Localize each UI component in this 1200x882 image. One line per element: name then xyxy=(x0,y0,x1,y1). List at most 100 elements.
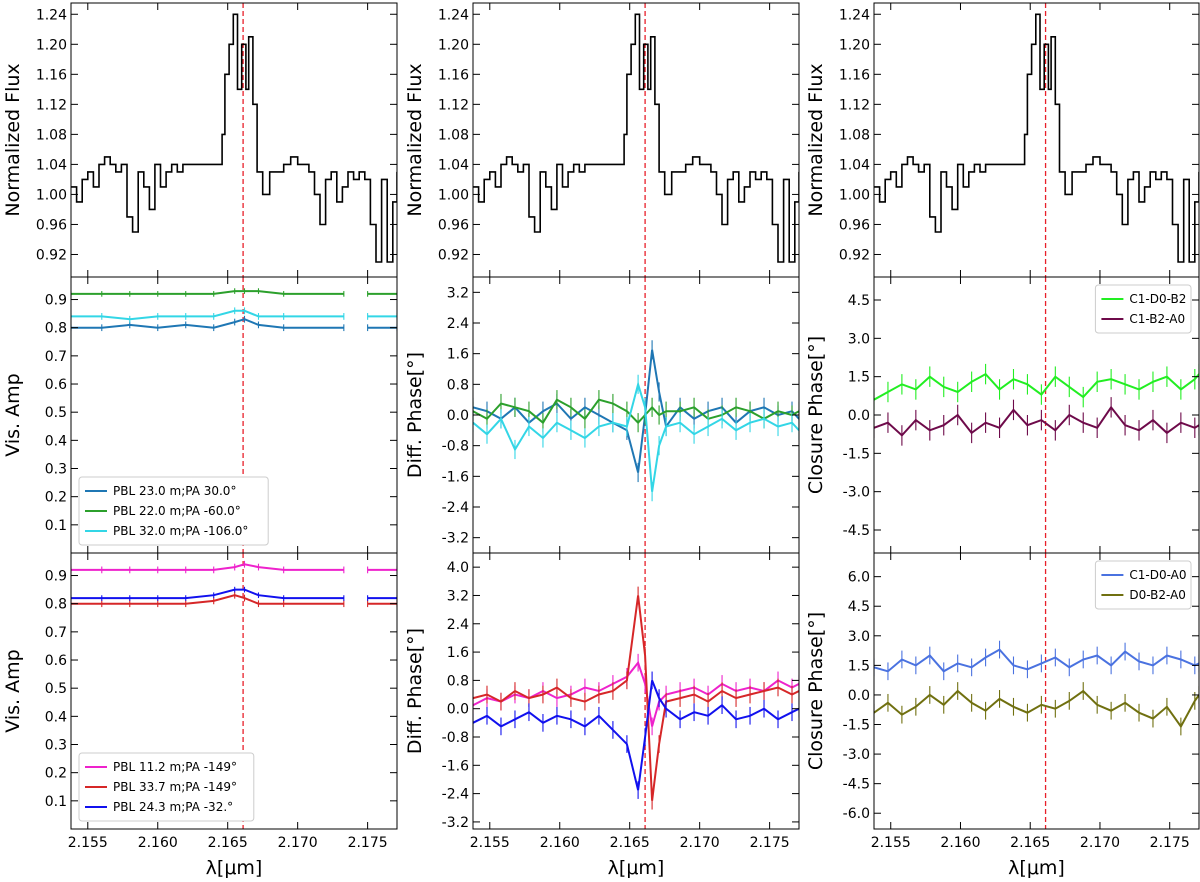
series-line xyxy=(71,588,344,600)
plot-area xyxy=(473,553,799,829)
y-tick-label: 1.04 xyxy=(438,157,469,173)
series-pbl-22-0-m-pa-60-0- xyxy=(71,288,397,297)
x-tick-label: 2.165 xyxy=(1010,835,1050,851)
axes-frame xyxy=(873,552,1200,830)
y-tick-label: 0.0 xyxy=(447,408,469,424)
y-tick-label: 0.8 xyxy=(447,673,469,689)
series-line xyxy=(874,13,1199,263)
y-axis-label: Closure Phase[°] xyxy=(805,336,827,494)
x-tick-label: 2.175 xyxy=(348,835,388,851)
panel-flux-3: 0.92 0.96 1.00 1.04 1.08 1.12 1.16 1.20 1.24 Norm… xyxy=(805,2,1200,278)
plot-area xyxy=(874,3,1199,277)
series-line xyxy=(71,563,344,571)
y-axis-label: Normalized Flux xyxy=(404,63,426,216)
legend-label: C1-D0-A0 xyxy=(1129,568,1186,582)
legend-label: D0-B2-A0 xyxy=(1129,588,1186,602)
series-line xyxy=(71,318,344,329)
y-tick-label: 0.8 xyxy=(45,321,67,337)
panel-closure-2: 2.155 2.160 2.165 2.170 2.175 -6.0 -4.5 -3.0 -1.… xyxy=(805,552,1200,879)
y-tick-label: 1.5 xyxy=(848,370,870,386)
legend-frame xyxy=(1094,284,1192,334)
y-tick-label: 0.4 xyxy=(45,709,67,725)
x-tick-label: 2.165 xyxy=(610,835,650,851)
y-tick-label: 0.0 xyxy=(848,408,870,424)
y-tick-label: 0.1 xyxy=(45,794,67,810)
y-tick-label: 1.6 xyxy=(447,347,469,363)
x-axis-label: λ[μm] xyxy=(206,857,263,879)
y-tick-label: 4.5 xyxy=(848,293,870,309)
x-tick-label: 2.170 xyxy=(1080,835,1120,851)
y-tick-label: 0.7 xyxy=(45,349,67,365)
y-axis-label: Diff. Phase[°] xyxy=(404,352,426,478)
y-tick-label: 4.0 xyxy=(447,560,469,576)
y-tick-label: 1.04 xyxy=(839,157,870,173)
series-line xyxy=(71,290,344,295)
plot-area xyxy=(71,3,397,277)
y-tick-label: 2.4 xyxy=(447,316,469,332)
y-tick-label: -0.8 xyxy=(442,439,469,455)
plot-area xyxy=(473,277,799,553)
y-tick-label: 1.08 xyxy=(438,127,469,143)
y-tick-label: 1.24 xyxy=(36,7,67,23)
legend-label: PBL 22.0 m;PA -60.0° xyxy=(113,504,241,518)
y-tick-label: 0.1 xyxy=(45,518,67,534)
y-tick-label: 0.3 xyxy=(45,738,67,754)
y-tick-label: 0.9 xyxy=(45,293,67,309)
series-c1-d0-b2 xyxy=(874,363,1199,410)
y-tick-label: 1.16 xyxy=(839,67,870,83)
y-tick-label: 1.5 xyxy=(848,658,870,674)
y-tick-label: -1.5 xyxy=(843,446,870,462)
x-tick-label: 2.170 xyxy=(680,835,720,851)
y-tick-label: 2.4 xyxy=(447,617,469,633)
x-tick-label: 2.155 xyxy=(871,835,911,851)
y-tick-label: -4.5 xyxy=(843,777,870,793)
y-axis-label: Normalized Flux xyxy=(2,63,24,216)
panel-flux-1: 0.92 0.96 1.00 1.04 1.08 1.12 1.16 1.20 1.24 Norm… xyxy=(2,2,398,278)
series-c1-d0-a0 xyxy=(874,640,1199,681)
panel-closure-1: -4.5 -3.0 -1.5 0.0 1.5 3.0 4.5 Closure Phase[°]… xyxy=(805,276,1200,554)
y-axis-label: Normalized Flux xyxy=(805,63,827,216)
legend-label: PBL 33.7 m;PA -149° xyxy=(113,780,237,794)
y-tick-label: -2.4 xyxy=(442,787,469,803)
legend-label: C1-D0-B2 xyxy=(1129,292,1186,306)
x-axis-label: λ[μm] xyxy=(608,857,665,879)
y-tick-label: 1.20 xyxy=(36,37,67,53)
y-tick-label: 0.0 xyxy=(447,702,469,718)
y-tick-label: 0.96 xyxy=(839,217,870,233)
y-tick-label: 1.12 xyxy=(36,97,67,113)
x-axis-label: λ[μm] xyxy=(1008,857,1065,879)
y-tick-label: -2.4 xyxy=(442,500,469,516)
axes-frame xyxy=(472,552,800,830)
legend-label: C1-B2-A0 xyxy=(1129,312,1185,326)
plot-area xyxy=(874,553,1199,829)
series-flux xyxy=(71,13,397,263)
y-tick-label: 3.2 xyxy=(447,285,469,301)
y-tick-label: 0.92 xyxy=(36,247,67,263)
series-line xyxy=(473,380,799,492)
legend-label: PBL 11.2 m;PA -149° xyxy=(113,760,237,774)
y-tick-label: 1.08 xyxy=(36,127,67,143)
legend-frame xyxy=(78,476,269,546)
series-pbl-32-0-m-pa-106-0- xyxy=(71,307,397,323)
y-tick-label: -3.2 xyxy=(442,815,469,831)
series-d0-b2-a0 xyxy=(874,682,1199,736)
y-tick-label: 1.00 xyxy=(438,187,469,203)
y-tick-label: 0.92 xyxy=(438,247,469,263)
y-tick-label: 0.7 xyxy=(45,625,67,641)
y-tick-label: 0.92 xyxy=(839,247,870,263)
series-line xyxy=(874,372,1199,401)
series-diff-3 xyxy=(473,374,799,502)
y-tick-label: -3.0 xyxy=(843,485,870,501)
y-tick-label: 6.0 xyxy=(848,570,870,586)
y-tick-label: 0.8 xyxy=(447,377,469,393)
legend: C1-D0-B2 C1-B2-A0 xyxy=(1094,284,1192,334)
x-tick-label: 2.170 xyxy=(278,835,318,851)
series-pbl-24-3-m-pa-32- xyxy=(71,586,397,601)
plot-area xyxy=(71,553,397,829)
y-tick-label: -1.6 xyxy=(442,758,469,774)
y-tick-label: -3.0 xyxy=(843,747,870,763)
legend: C1-D0-A0 D0-B2-A0 xyxy=(1094,560,1192,610)
y-tick-label: 1.16 xyxy=(36,67,67,83)
series-diff-6 xyxy=(473,671,799,799)
